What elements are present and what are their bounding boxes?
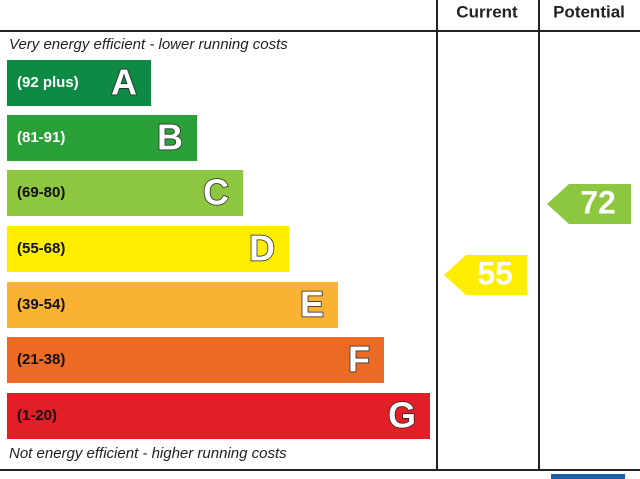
band-range: (92 plus) <box>17 74 79 91</box>
band-letter: A <box>111 62 137 103</box>
bottom-note: Not energy efficient - higher running co… <box>9 445 287 462</box>
potential-arrow: 72 <box>547 184 631 224</box>
potential-score: 72 <box>580 184 616 220</box>
arrow <box>444 255 527 295</box>
current-header: Current <box>456 2 518 21</box>
band-range: (21-38) <box>17 351 65 368</box>
current-score: 55 <box>477 255 513 291</box>
band-letter: G <box>388 395 416 436</box>
footer-tab <box>551 474 625 479</box>
band-letter: F <box>348 339 370 380</box>
band <box>7 337 384 383</box>
current-arrow: 55 <box>444 255 527 295</box>
band-letter: D <box>249 228 275 269</box>
band <box>7 282 338 328</box>
band-range: (39-54) <box>17 296 65 313</box>
arrow <box>547 184 631 224</box>
band <box>7 170 243 216</box>
band <box>7 115 197 161</box>
top-note: Very energy efficient - lower running co… <box>9 36 288 53</box>
band-range: (55-68) <box>17 240 65 257</box>
band-letter: B <box>157 117 183 158</box>
band <box>7 226 289 272</box>
band-range: (69-80) <box>17 184 65 201</box>
band-range: (1-20) <box>17 407 57 424</box>
band <box>7 393 430 439</box>
band-range: (81-91) <box>17 129 65 146</box>
potential-header: Potential <box>553 2 625 21</box>
band-letter: C <box>203 172 229 213</box>
bands: (92 plus) A (81-91) B (69-80) C (55-68) D (39-54… <box>7 60 430 439</box>
band <box>7 60 151 106</box>
band-letter: E <box>300 284 324 325</box>
